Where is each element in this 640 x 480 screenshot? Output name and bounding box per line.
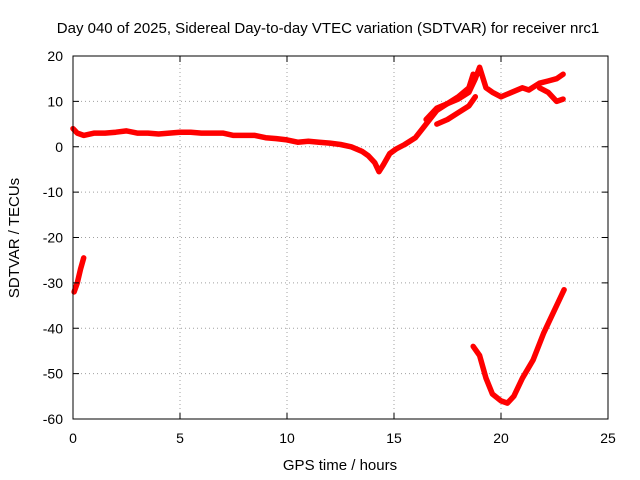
series-line-lower-branch (434, 94, 479, 127)
x-tick-label: 20 (493, 430, 509, 446)
x-tick-label: 5 (176, 430, 184, 446)
y-tick-label: -20 (43, 230, 63, 246)
x-axis-label: GPS time / hours (283, 457, 397, 474)
y-tick-label: -40 (43, 320, 63, 336)
ticks: 0 5 10 15 20 25 20 10 0 -10 -20 -30 -40 -50 -60 (43, 48, 616, 446)
series-line-main-trace (70, 64, 566, 175)
y-tick-label: 10 (47, 93, 63, 109)
chart-title: Day 040 of 2025, Sidereal Day-to-day VTE… (57, 20, 599, 37)
series-line-start-segment (71, 255, 87, 295)
y-tick-label: -50 (43, 366, 63, 382)
y-tick-label: 0 (55, 139, 63, 155)
y-tick-label: -30 (43, 275, 63, 291)
grid (73, 56, 608, 419)
series-group (70, 64, 567, 406)
x-tick-label: 25 (600, 430, 616, 446)
series-line-dip-segment (470, 286, 567, 406)
y-tick-label: 20 (47, 48, 63, 64)
x-tick-label: 10 (279, 430, 295, 446)
x-tick-label: 0 (69, 430, 77, 446)
y-tick-label: -10 (43, 184, 63, 200)
series-line-tail-branch (536, 85, 566, 105)
y-tick-label: -60 (43, 411, 63, 427)
series-line-upper-branch (423, 71, 476, 123)
y-axis-label: SDTVAR / TECUs (6, 178, 23, 298)
x-tick-label: 15 (386, 430, 402, 446)
